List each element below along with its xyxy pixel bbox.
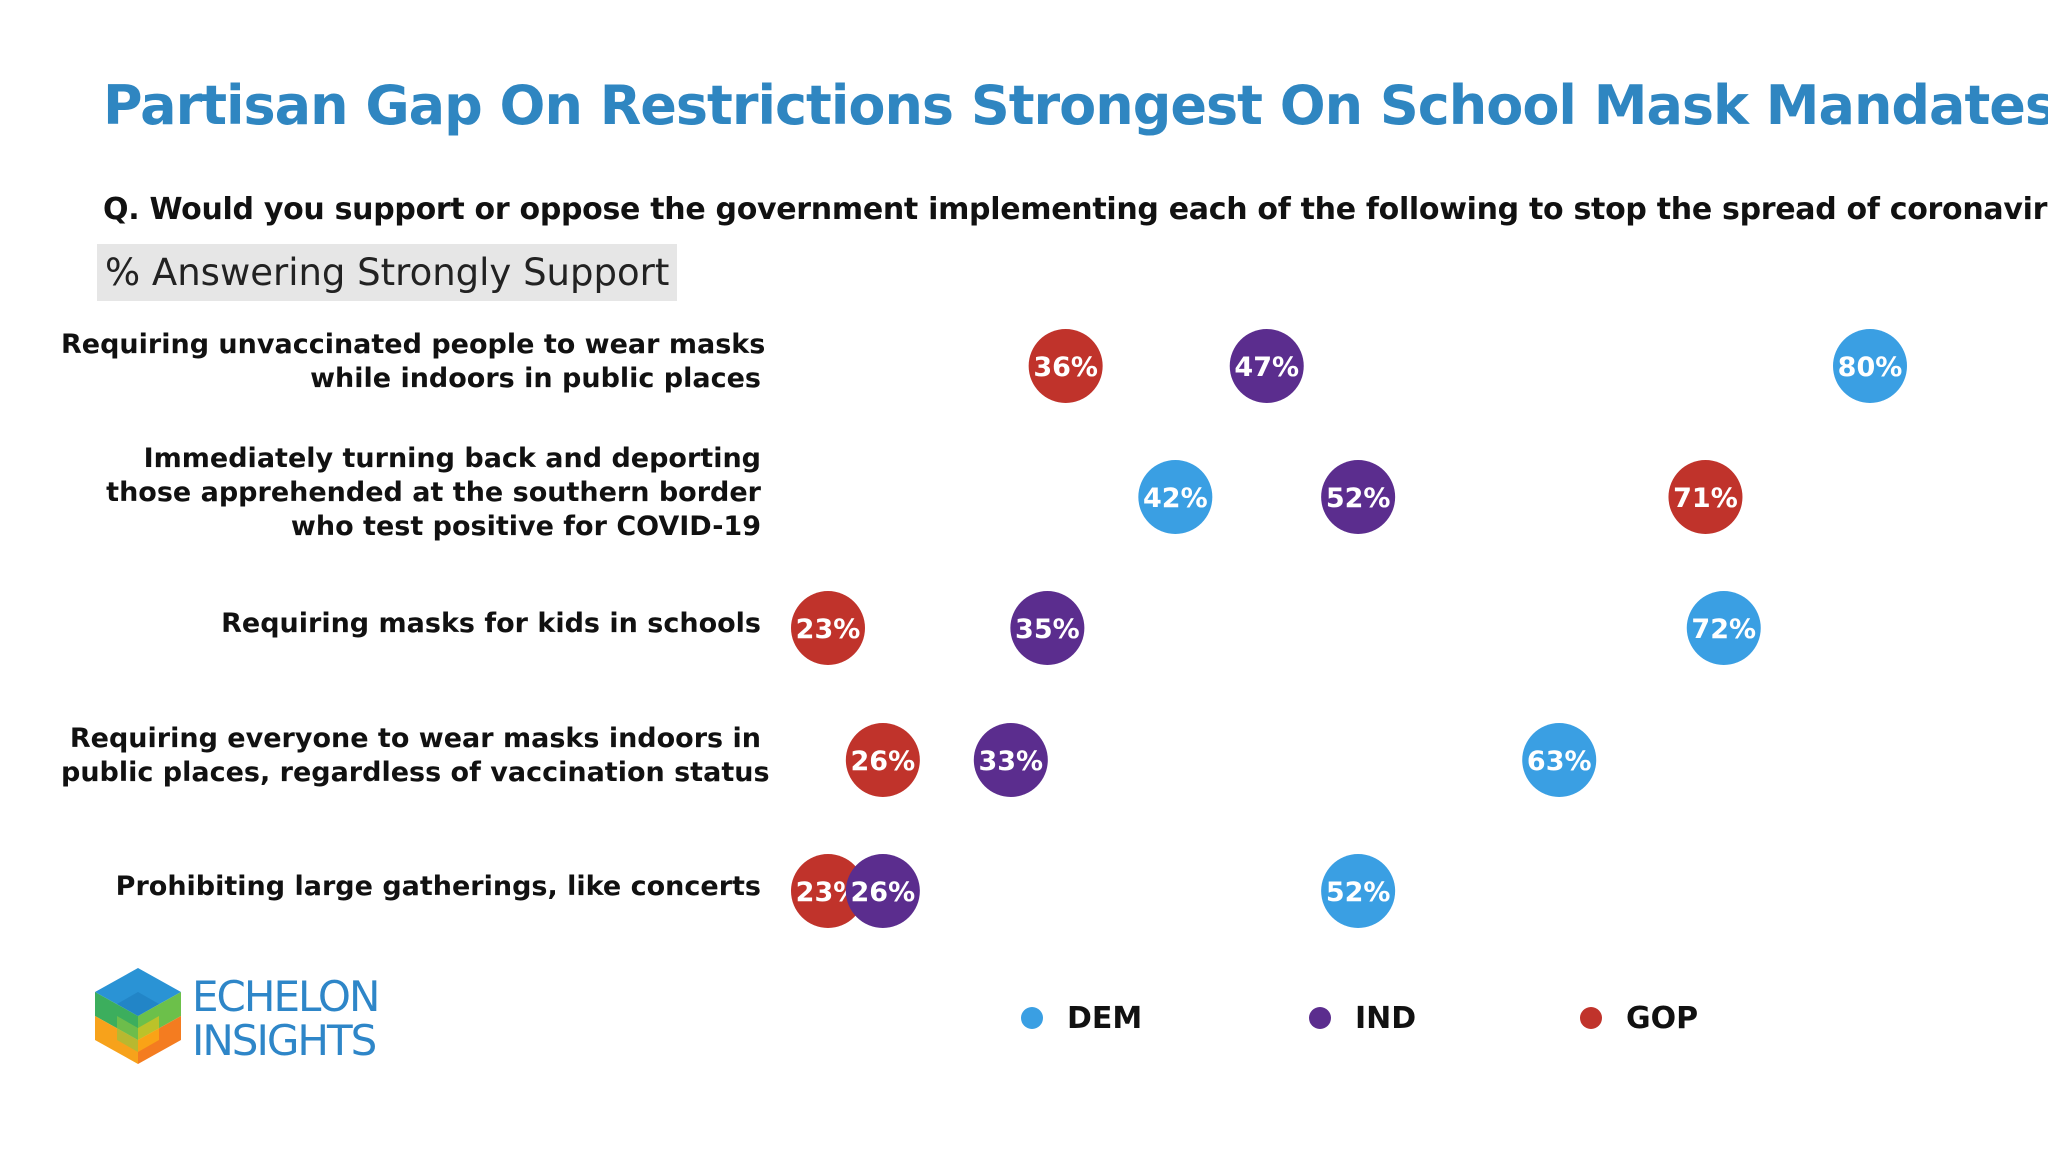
dot-ind: 35% xyxy=(1010,591,1085,665)
dot-value-label: 80% xyxy=(1838,352,1903,383)
row-label-line: Requiring masks for kids in schools xyxy=(221,608,761,639)
dot-marker xyxy=(1686,591,1761,665)
legend-dot xyxy=(1021,1007,1043,1029)
dot-marker xyxy=(1668,460,1743,534)
dot-gop: 26% xyxy=(845,723,920,797)
dot-ind: 47% xyxy=(1229,329,1304,403)
dot-dem: 42% xyxy=(1138,460,1213,534)
row-label-line: Requiring unvaccinated people to wear ma… xyxy=(61,329,766,360)
dot-gop: 71% xyxy=(1668,460,1743,534)
legend-dot xyxy=(1309,1007,1331,1029)
dot-marker xyxy=(1321,460,1396,534)
dot-value-label: 47% xyxy=(1234,352,1299,383)
dot-marker xyxy=(845,723,920,797)
dot-value-label: 72% xyxy=(1691,614,1756,645)
dot-value-label: 71% xyxy=(1673,483,1738,514)
dot-marker xyxy=(1833,329,1907,403)
dot-marker xyxy=(973,723,1048,797)
echelon-logo-icon xyxy=(95,968,181,1064)
dot-dem: 80% xyxy=(1833,329,1907,403)
dot-dem: 72% xyxy=(1686,591,1761,665)
logo-line-1: ECHELON xyxy=(192,972,380,1021)
row-label-line: those apprehended at the southern border xyxy=(106,477,761,508)
chart-subtitle: % Answering Strongly Support xyxy=(97,244,678,301)
legend-label: IND xyxy=(1355,1001,1417,1036)
legend-label: GOP xyxy=(1626,1001,1699,1036)
row-label-line: Prohibiting large gatherings, like conce… xyxy=(115,871,761,902)
logo-text: ECHELON INSIGHTS xyxy=(192,972,380,1065)
dot-value-label: 23% xyxy=(796,614,861,645)
dot-marker xyxy=(1321,854,1396,928)
dot-marker xyxy=(1028,329,1103,403)
dot-gop: 36% xyxy=(1028,329,1103,403)
row-label-line: public places, regardless of vaccination… xyxy=(61,757,770,788)
dot-marker xyxy=(1229,329,1304,403)
dot-value-label: 36% xyxy=(1033,352,1098,383)
logo-line-2: INSIGHTS xyxy=(192,1016,377,1065)
legend-label: DEM xyxy=(1067,1001,1143,1036)
dot-marker xyxy=(1010,591,1085,665)
dot-marker xyxy=(845,854,920,928)
dot-value-label: 33% xyxy=(978,746,1043,777)
dot-dem: 63% xyxy=(1522,723,1597,797)
dot-value-label: 52% xyxy=(1326,483,1391,514)
dot-value-label: 35% xyxy=(1015,614,1080,645)
dot-marker xyxy=(1522,723,1597,797)
row-label-line: Requiring everyone to wear masks indoors… xyxy=(69,723,761,754)
dot-value-label: 26% xyxy=(851,746,916,777)
dot-value-label: 26% xyxy=(851,877,916,908)
row-label-line: Immediately turning back and deporting xyxy=(143,443,761,474)
dot-value-label: 63% xyxy=(1527,746,1592,777)
dot-marker xyxy=(791,591,865,665)
row-label-line: while indoors in public places xyxy=(310,363,761,394)
dot-marker xyxy=(1138,460,1213,534)
dot-value-label: 52% xyxy=(1326,877,1391,908)
row-label-line: who test positive for COVID-19 xyxy=(290,511,761,542)
dot-value-label: 42% xyxy=(1143,483,1208,514)
row-label: Requiring unvaccinated people to wear ma… xyxy=(61,328,766,396)
row-label: Immediately turning back and deporting th… xyxy=(61,442,761,544)
dot-marker xyxy=(791,854,865,928)
row-label: Requiring everyone to wear masks indoors… xyxy=(61,722,770,790)
dot-ind: 26% xyxy=(845,854,920,928)
survey-question: Q. Would you support or oppose the gover… xyxy=(103,192,2048,227)
dot-dem: 52% xyxy=(1321,854,1396,928)
chart-title: Partisan Gap On Restrictions Strongest O… xyxy=(103,74,2048,137)
dot-ind: 33% xyxy=(973,723,1048,797)
dot-ind: 52% xyxy=(1321,460,1396,534)
row-label: Prohibiting large gatherings, like conce… xyxy=(61,870,761,904)
legend-dot xyxy=(1580,1007,1602,1029)
row-label: Requiring masks for kids in schools xyxy=(61,607,761,641)
dot-gop: 23% xyxy=(791,591,865,665)
